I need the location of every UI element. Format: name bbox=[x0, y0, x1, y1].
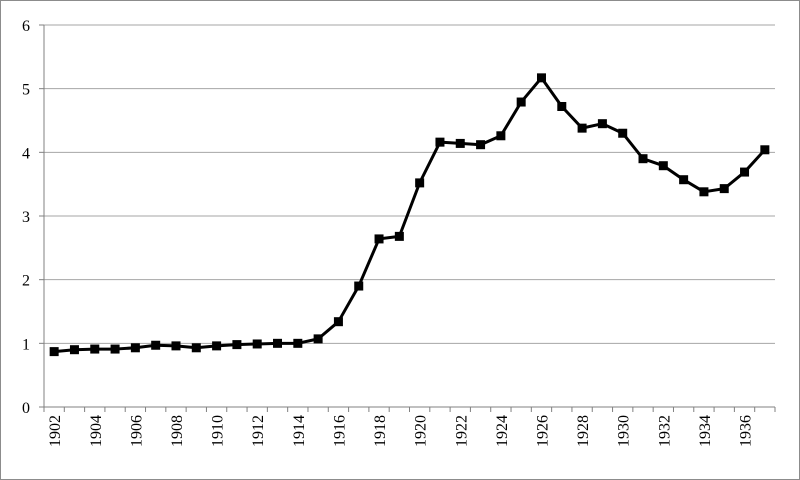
data-point-marker bbox=[658, 161, 668, 171]
data-point-marker bbox=[110, 344, 120, 354]
data-point-marker bbox=[618, 128, 628, 138]
data-point-marker bbox=[313, 334, 323, 344]
data-point-marker bbox=[638, 154, 648, 164]
x-tick-label: 1928 bbox=[575, 415, 592, 447]
x-tick-label: 1918 bbox=[372, 415, 389, 447]
data-point-marker bbox=[171, 341, 181, 351]
data-point-marker bbox=[374, 234, 384, 244]
x-tick-label: 1934 bbox=[697, 415, 714, 447]
data-point-marker bbox=[557, 101, 567, 111]
x-tick-label: 1908 bbox=[169, 415, 186, 447]
x-tick-label: 1926 bbox=[534, 415, 551, 447]
data-point-marker bbox=[49, 347, 59, 357]
y-tick-label: 3 bbox=[22, 209, 30, 226]
data-point-marker bbox=[232, 340, 242, 350]
y-tick-label: 2 bbox=[22, 273, 30, 290]
data-point-marker bbox=[130, 343, 140, 353]
y-tick-label: 6 bbox=[22, 18, 30, 35]
x-tick-label: 1924 bbox=[494, 415, 511, 447]
data-point-marker bbox=[333, 317, 343, 327]
data-point-marker bbox=[212, 341, 222, 351]
x-tick-label: 1916 bbox=[331, 415, 348, 447]
data-point-marker bbox=[191, 343, 201, 353]
data-point-marker bbox=[354, 281, 364, 291]
y-tick-label: 1 bbox=[22, 336, 30, 353]
data-point-marker bbox=[293, 338, 303, 348]
x-tick-label: 1910 bbox=[210, 415, 227, 447]
x-tick-label: 1920 bbox=[413, 415, 430, 447]
x-tick-label: 1904 bbox=[88, 415, 105, 447]
data-point-marker bbox=[415, 178, 425, 188]
x-tick-label: 1932 bbox=[656, 415, 673, 447]
data-point-marker bbox=[435, 137, 445, 147]
data-point-marker bbox=[394, 231, 404, 241]
data-point-marker bbox=[536, 73, 546, 83]
data-point-marker bbox=[577, 123, 587, 133]
y-tick-label: 4 bbox=[22, 145, 30, 162]
data-point-marker bbox=[151, 340, 161, 350]
x-tick-label: 1902 bbox=[47, 415, 64, 447]
x-tick-label: 1906 bbox=[128, 415, 145, 447]
data-point-marker bbox=[252, 339, 262, 349]
x-tick-label: 1922 bbox=[453, 415, 470, 447]
x-tick-label: 1930 bbox=[616, 415, 633, 447]
y-tick-label: 0 bbox=[22, 400, 30, 417]
series-line bbox=[54, 76, 766, 354]
data-point-marker bbox=[597, 119, 607, 129]
data-point-marker bbox=[69, 345, 79, 355]
data-point-marker bbox=[455, 138, 465, 148]
data-point-marker bbox=[679, 175, 689, 185]
data-point-marker bbox=[90, 344, 100, 354]
y-tick-label: 5 bbox=[22, 82, 30, 99]
data-point-marker bbox=[760, 145, 770, 155]
data-point-marker bbox=[699, 187, 709, 197]
data-point-marker bbox=[273, 338, 283, 348]
x-tick-label: 1912 bbox=[250, 415, 267, 447]
data-point-marker bbox=[496, 131, 506, 141]
data-point-marker bbox=[476, 140, 486, 150]
data-point-marker bbox=[740, 167, 750, 177]
x-tick-label: 1936 bbox=[738, 415, 755, 447]
x-tick-label: 1914 bbox=[291, 415, 308, 447]
data-point-marker bbox=[516, 97, 526, 107]
data-point-marker bbox=[719, 184, 729, 194]
